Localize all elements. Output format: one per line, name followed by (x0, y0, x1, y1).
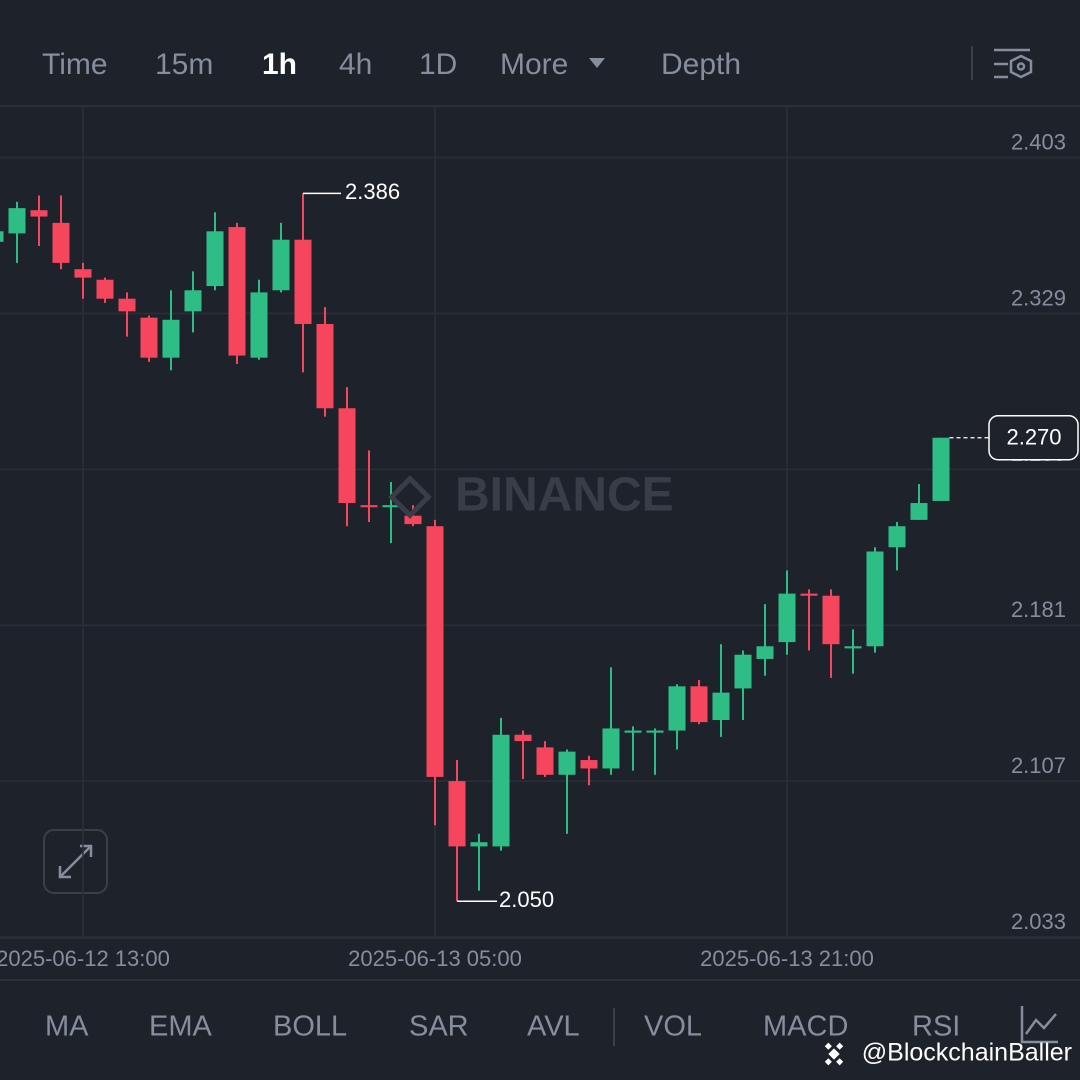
candle-body (734, 654, 752, 689)
candle-body (228, 227, 246, 356)
candle-body (580, 760, 598, 769)
indicator-tab[interactable]: RSI (912, 1011, 960, 1043)
credit: @BlockchainBaller (862, 1039, 1072, 1067)
candle-body (294, 239, 312, 324)
candle-body (448, 781, 466, 847)
y-tick-label: 2.033 (1011, 909, 1066, 934)
candle-body (888, 526, 906, 548)
high-label: 2.386 (345, 179, 400, 204)
candle-body (602, 728, 620, 769)
candle-body (184, 290, 202, 312)
x-tick-label: 2025-06-12 13:00 (0, 946, 170, 971)
candle-body (822, 595, 840, 645)
candle-body (0, 231, 4, 242)
candle-body (162, 319, 180, 358)
candle-body (690, 686, 708, 723)
candle-body (140, 317, 158, 358)
candle-body (844, 646, 862, 649)
candle-body (360, 505, 378, 508)
candle-body (646, 730, 664, 733)
candle-body (712, 692, 730, 721)
candle-body (30, 210, 48, 217)
candle-body (272, 239, 290, 291)
timeframe-tab[interactable]: More (500, 48, 568, 81)
indicator-tab[interactable]: SAR (409, 1011, 469, 1043)
indicator-tab[interactable]: VOL (644, 1011, 702, 1043)
candle-body (558, 751, 576, 775)
candle-body (316, 323, 334, 409)
last-price-label: 2.270 (1006, 425, 1061, 450)
indicator-tab[interactable]: AVL (527, 1011, 580, 1043)
candle-body (910, 503, 928, 520)
y-tick-label: 2.181 (1011, 597, 1066, 622)
settings-icon[interactable] (994, 48, 1033, 79)
candle-body (206, 231, 224, 287)
candle-body (536, 747, 554, 775)
candle-body (866, 551, 884, 647)
x-tick-label: 2025-06-13 05:00 (348, 946, 522, 971)
low-label: 2.050 (499, 887, 554, 912)
dropdown-arrow (589, 58, 605, 68)
chart-settings-icon[interactable] (1020, 1006, 1058, 1044)
y-tick-label: 2.403 (1011, 129, 1066, 154)
timeframe-tab[interactable]: 1D (419, 48, 457, 81)
indicator-tab[interactable]: MA (45, 1011, 89, 1043)
candle-body (932, 437, 950, 501)
indicator-tab[interactable]: BOLL (273, 1011, 347, 1043)
candle-body (492, 734, 510, 847)
candle-body (52, 222, 70, 263)
timeframe-tab[interactable]: Time (42, 48, 108, 81)
candle-body (778, 593, 796, 643)
timeframe-tab[interactable]: Depth (661, 48, 741, 81)
expand-button[interactable] (43, 829, 108, 894)
candle-body (426, 526, 444, 777)
timeframe-tab[interactable]: 4h (339, 48, 372, 81)
candle-body (756, 646, 774, 659)
candle-body (118, 298, 136, 312)
indicator-tab[interactable]: EMA (149, 1011, 213, 1043)
candle-body (668, 686, 686, 731)
candle-body (470, 842, 488, 847)
candle-body (404, 515, 422, 525)
candle-body (338, 408, 356, 504)
watermark: BINANCE (388, 469, 674, 522)
timeframe-tab[interactable]: 1h (262, 48, 297, 81)
candle-body (514, 734, 532, 742)
candle-body (96, 279, 114, 299)
x-tick-label: 2025-06-13 21:00 (700, 946, 874, 971)
candle-body (800, 593, 818, 596)
candle-body (8, 208, 26, 234)
indicator-tab[interactable]: MACD (763, 1011, 848, 1043)
y-tick-label: 2.329 (1011, 285, 1066, 310)
timeframe-tab[interactable]: 15m (155, 48, 213, 81)
y-tick-label: 2.107 (1011, 753, 1066, 778)
plot (0, 107, 1080, 938)
candle-body (624, 730, 642, 733)
candle-body (250, 292, 268, 358)
last-price-tag (988, 414, 1079, 461)
candle-body (74, 269, 92, 278)
watermark-text: BINANCE (455, 469, 674, 522)
candle-body (382, 505, 400, 508)
